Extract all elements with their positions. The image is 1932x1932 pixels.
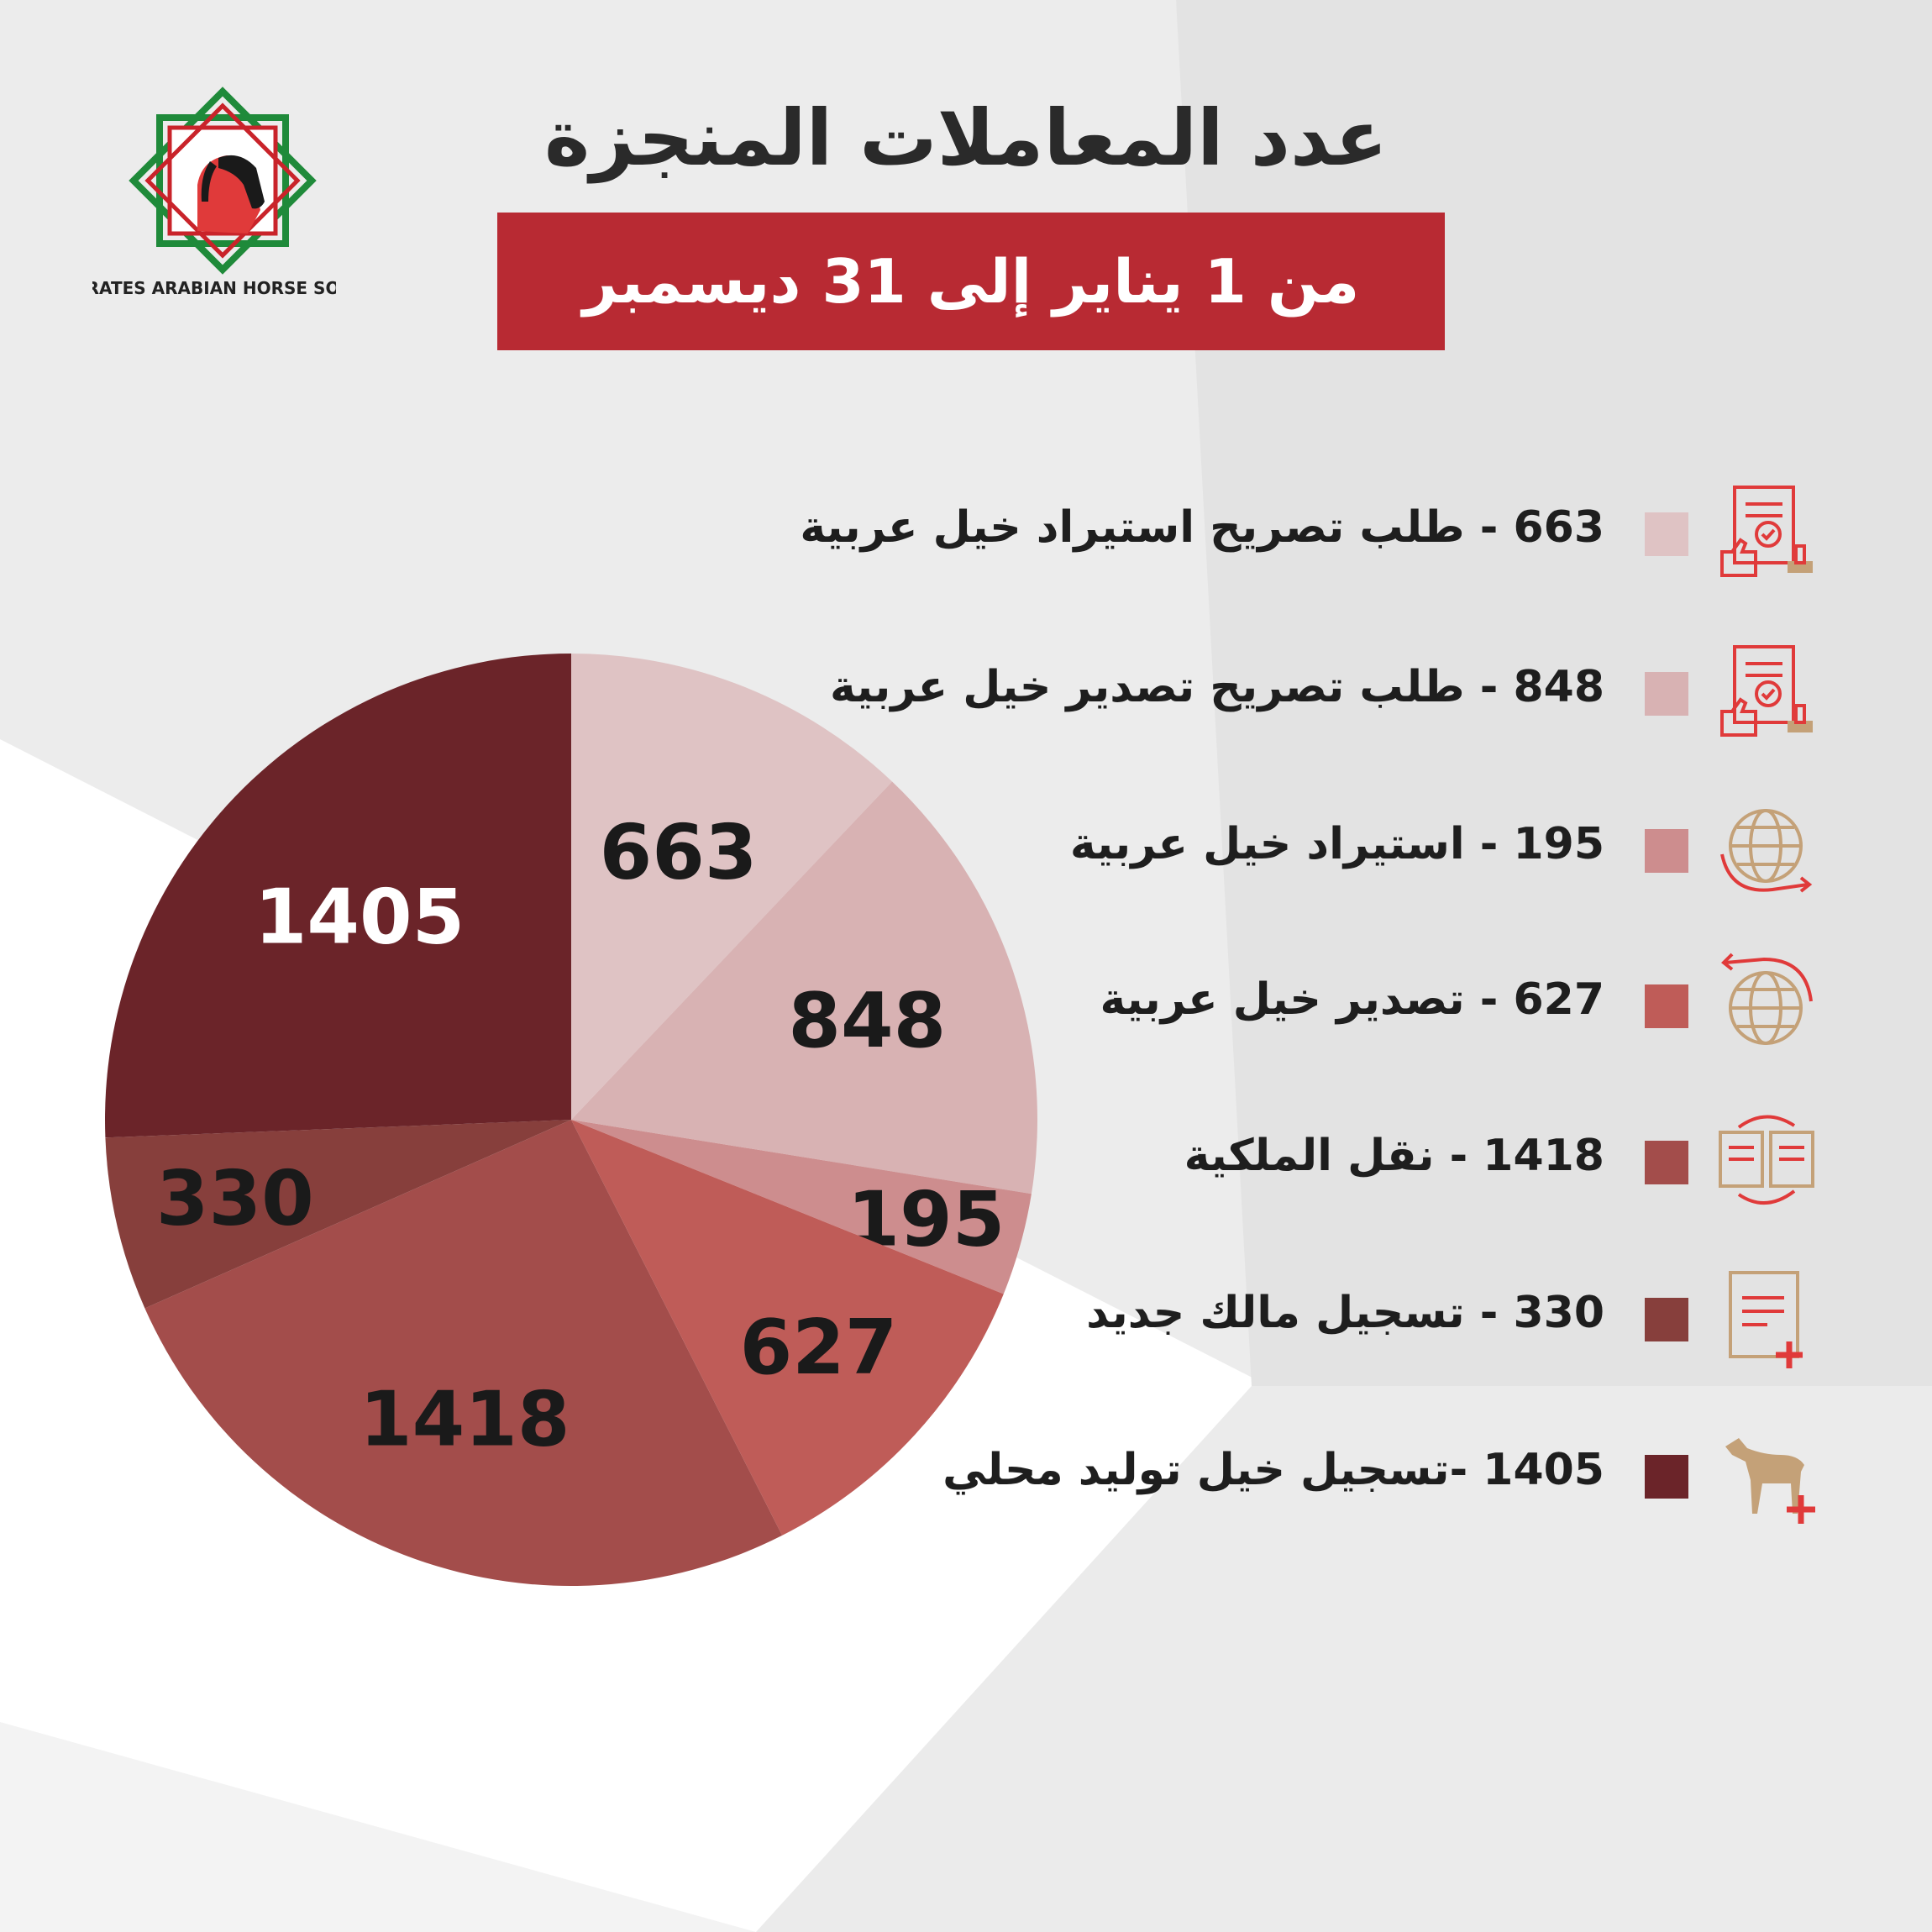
pie-slice xyxy=(104,654,571,1138)
slice-value-label: 1418 xyxy=(360,1375,570,1463)
legend-item: 195 - استيراد خيل عربية xyxy=(840,787,1890,913)
document-approval-stamp-icon xyxy=(1720,486,1813,577)
star-frame-icon xyxy=(129,87,317,275)
legend-swatch xyxy=(1645,984,1688,1028)
legend-item: 663 - طلب تصريح استيراد خيل عربية xyxy=(800,470,1890,596)
new-owner-document-icon xyxy=(1729,1271,1803,1368)
date-range-banner: من 1 يناير إلى 31 ديسمبر xyxy=(497,213,1445,350)
legend-item: 627 - تصدير خيل عربية xyxy=(840,942,1890,1068)
document-approval-stamp-icon xyxy=(1720,645,1813,737)
legend-label: 330 - تسجيل مالك جديد xyxy=(1086,1288,1604,1338)
globe-export-icon xyxy=(1721,953,1813,1045)
horse-plus-icon xyxy=(1725,1438,1815,1524)
slice-value-label: 848 xyxy=(788,977,946,1065)
pie-slice xyxy=(144,1120,783,1587)
pie-slice xyxy=(571,1120,1032,1294)
legend-swatch xyxy=(1645,512,1688,556)
legend-item: 330 - تسجيل مالك جديد xyxy=(840,1256,1890,1382)
legend-label: 663 - طلب تصريح استيراد خيل عربية xyxy=(800,502,1604,553)
logo-caption: EMIRATES ARABIAN HORSE SOCIETY xyxy=(92,278,336,298)
slice-value-label: 1405 xyxy=(255,874,465,962)
pie-slice xyxy=(571,654,893,1120)
date-range-text: من 1 يناير إلى 31 ديسمبر xyxy=(582,246,1360,317)
ownership-transfer-icon xyxy=(1719,1115,1814,1205)
legend-item: 848 - طلب تصريح تصدير خيل عربية xyxy=(830,630,1890,756)
slice-value-label: 330 xyxy=(156,1155,314,1243)
legend-item: 1405 -تسجيل خيل توليد محلي xyxy=(840,1413,1890,1539)
legend-swatch xyxy=(1645,1141,1688,1184)
legend-swatch xyxy=(1645,1298,1688,1341)
pie-slice xyxy=(105,1120,572,1309)
slice-value-label: 627 xyxy=(740,1304,898,1392)
legend-swatch xyxy=(1645,829,1688,873)
legend-item: 1418 - نقل الملكية xyxy=(840,1099,1890,1225)
globe-import-icon xyxy=(1720,809,1813,893)
legend-label: 195 - استيراد خيل عربية xyxy=(1069,819,1604,869)
pie-slice xyxy=(571,1120,1004,1536)
legend-swatch xyxy=(1645,1455,1688,1499)
legend-swatch xyxy=(1645,672,1688,716)
legend-label: 1418 - نقل الملكية xyxy=(1184,1131,1604,1181)
pie-slice xyxy=(571,781,1038,1194)
legend-label: 627 - تصدير خيل عربية xyxy=(1100,974,1605,1025)
legend-label: 848 - طلب تصريح تصدير خيل عربية xyxy=(829,662,1604,712)
society-logo: EMIRATES ARABIAN HORSE SOCIETY xyxy=(92,87,336,298)
slice-value-label: 663 xyxy=(600,808,758,896)
legend-label: 1405 -تسجيل خيل توليد محلي xyxy=(942,1445,1604,1495)
